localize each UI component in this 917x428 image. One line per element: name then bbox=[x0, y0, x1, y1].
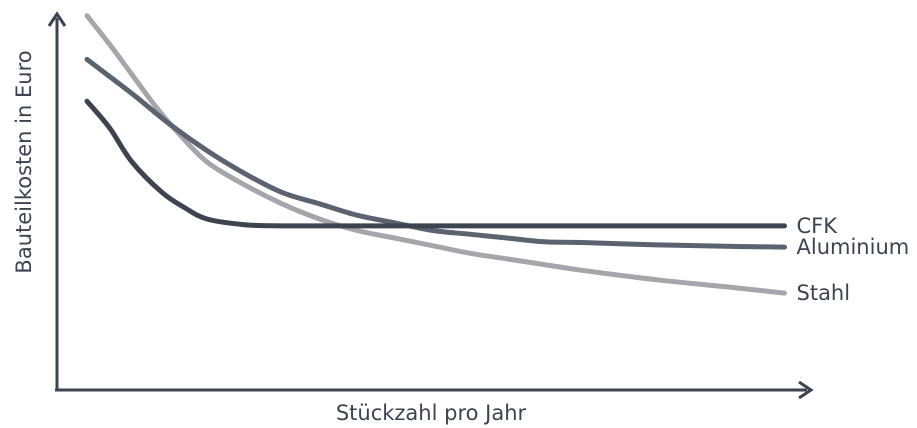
series-label-aluminium: Aluminium bbox=[797, 235, 910, 259]
series-label-cfk: CFK bbox=[797, 214, 839, 238]
x-axis bbox=[55, 380, 814, 400]
series-layer bbox=[84, 13, 787, 296]
series-line-stahl bbox=[84, 13, 787, 296]
x-axis-label: Stückzahl pro Jahr bbox=[336, 401, 527, 425]
series-label-stahl: Stahl bbox=[797, 281, 851, 305]
series-line-aluminium bbox=[84, 56, 787, 250]
y-axis-arrow bbox=[47, 11, 67, 27]
y-axis bbox=[47, 11, 67, 390]
y-axis-label: Bauteilkosten in Euro bbox=[12, 50, 36, 273]
x-axis-arrow bbox=[798, 380, 814, 400]
series-line-cfk bbox=[84, 98, 787, 229]
